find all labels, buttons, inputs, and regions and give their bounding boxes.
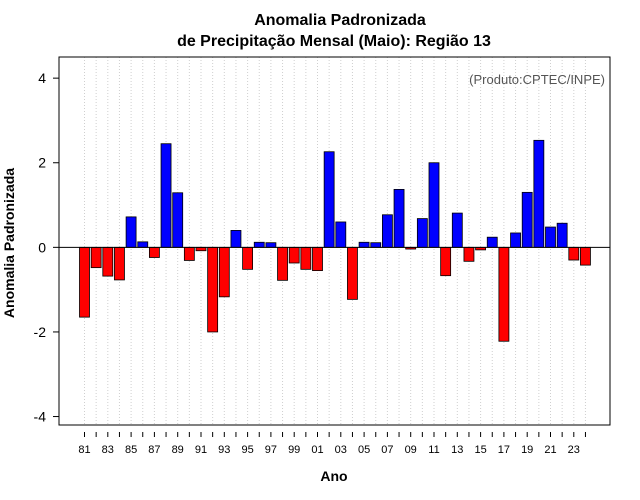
x-tick-label: 19 xyxy=(521,444,533,456)
x-tick-label: 93 xyxy=(218,444,230,456)
bar-2017 xyxy=(498,246,510,342)
bar-2018 xyxy=(510,232,521,248)
bar-1993 xyxy=(218,246,230,298)
bar-2012 xyxy=(440,246,452,277)
bar-2008 xyxy=(393,188,405,248)
source-annotation: (Produto:CPTEC/INPE) xyxy=(469,72,605,87)
plot-frame xyxy=(58,56,611,426)
x-tick-label: 99 xyxy=(288,444,300,456)
x-tick-label: 87 xyxy=(148,444,160,456)
x-tick-label: 91 xyxy=(195,444,207,456)
y-tick-label: 4 xyxy=(38,70,46,86)
x-tick-label: 17 xyxy=(498,444,510,456)
x-tick-label: 83 xyxy=(102,444,114,456)
x-tick-label: 11 xyxy=(428,444,439,456)
bar-1986 xyxy=(137,241,149,248)
bar-1997 xyxy=(265,242,277,248)
x-tick-label: 13 xyxy=(451,444,463,456)
bar-1996 xyxy=(253,241,265,248)
x-tick-label: 23 xyxy=(568,444,580,456)
x-tick-label: 97 xyxy=(265,444,277,456)
x-tick-label: 15 xyxy=(474,444,486,456)
bar-1995 xyxy=(242,246,254,270)
chart-title: Anomalia Padronizada xyxy=(254,12,426,29)
x-tick-label: 03 xyxy=(335,444,347,456)
bar-1991 xyxy=(195,246,207,252)
bar-2007 xyxy=(381,214,393,248)
bar-1984 xyxy=(114,246,125,281)
bar-1982 xyxy=(90,246,102,269)
bar-2024 xyxy=(580,246,591,266)
bar-1994 xyxy=(230,230,242,248)
axes: -4 -2 0 2 4 81 83 85 87 89 91 93 95 97 99 01 03 05 07 09 11 1… xyxy=(34,56,611,456)
bar-1987 xyxy=(148,246,160,258)
y-tick-label: -4 xyxy=(34,409,47,425)
bar-2000 xyxy=(300,246,312,270)
bar-2020 xyxy=(533,139,545,248)
bar-1981 xyxy=(79,246,90,318)
x-tick-label: 95 xyxy=(241,444,253,456)
bar-2021 xyxy=(545,226,556,248)
x-tick-label: 09 xyxy=(405,444,417,456)
bar-1989 xyxy=(172,192,184,248)
x-axis-label: Ano xyxy=(320,468,347,484)
bar-1999 xyxy=(288,246,300,264)
bar-2016 xyxy=(486,236,498,248)
bar-2006 xyxy=(370,242,382,248)
chart-subtitle: de Precipitação Mensal (Maio): Região 13 xyxy=(177,33,491,50)
x-tick-label: 05 xyxy=(358,444,370,456)
bar-2004 xyxy=(347,246,358,300)
x-tick-label: 07 xyxy=(381,444,393,456)
bar-1990 xyxy=(183,246,195,261)
bar-2022 xyxy=(556,222,568,248)
y-tick-label: 2 xyxy=(38,155,46,171)
bar-1985 xyxy=(125,216,137,248)
bar-2011 xyxy=(428,162,440,248)
y-axis-label: Anomalia Padronizada xyxy=(1,168,17,318)
y-tick-label: 0 xyxy=(38,239,46,255)
x-tick-label: 85 xyxy=(125,444,137,456)
bar-1992 xyxy=(207,246,219,333)
bar-2005 xyxy=(358,241,370,248)
x-tick-label: 81 xyxy=(78,444,90,456)
bar-2010 xyxy=(416,218,428,248)
bars xyxy=(79,139,591,342)
bar-2013 xyxy=(451,212,463,248)
y-tick-label: -2 xyxy=(34,324,47,340)
bar-2002 xyxy=(323,151,335,248)
bar-2001 xyxy=(312,246,323,272)
x-tick-label: 21 xyxy=(544,444,556,456)
bar-1998 xyxy=(277,246,288,281)
bar-2014 xyxy=(463,246,475,262)
bar-2019 xyxy=(521,191,533,248)
bar-1988 xyxy=(160,143,172,248)
bar-1983 xyxy=(102,246,114,277)
bar-2023 xyxy=(568,246,580,261)
bar-2003 xyxy=(335,221,347,248)
x-tick-label: 01 xyxy=(311,444,323,456)
x-tick-label: 89 xyxy=(172,444,184,456)
